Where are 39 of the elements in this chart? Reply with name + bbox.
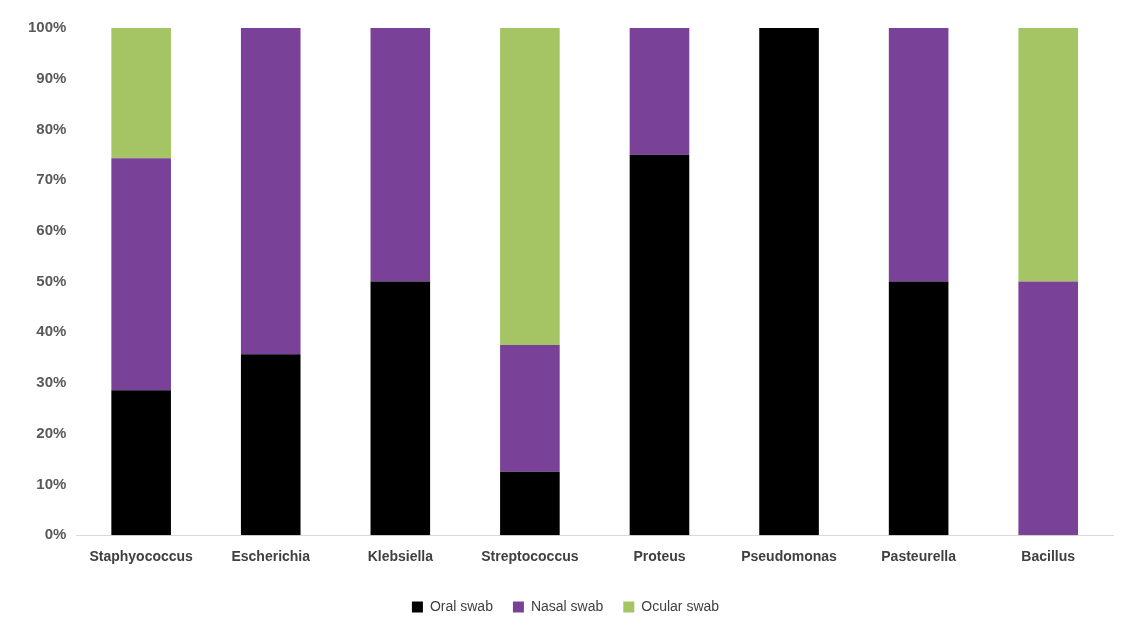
legend-label: Nasal swab	[530, 597, 604, 614]
y-tick-label: 100%	[27, 18, 67, 36]
bar	[629, 154, 690, 536]
bar	[759, 28, 819, 536]
x-tick-label: Staphyococcus	[89, 548, 194, 565]
bar	[888, 28, 949, 282]
y-tick-label: 20%	[36, 423, 67, 441]
bar	[370, 281, 431, 536]
bar	[888, 281, 949, 536]
bar	[240, 354, 301, 536]
y-tick-label: 60%	[36, 221, 67, 239]
bar	[370, 28, 431, 282]
bar	[111, 390, 171, 536]
bar	[240, 28, 301, 355]
legend-label: Oral swab	[429, 597, 494, 614]
y-tick-label: 90%	[36, 68, 67, 86]
y-tick-label: 10%	[36, 474, 67, 492]
x-tick-label: Streptococcus	[481, 548, 579, 565]
bar	[500, 28, 560, 345]
bar	[111, 28, 171, 159]
y-tick-label: 30%	[36, 373, 67, 391]
y-tick-label: 70%	[36, 170, 67, 188]
bar	[1018, 281, 1079, 536]
bar	[111, 158, 171, 391]
x-tick-label: Proteus	[633, 548, 686, 565]
y-tick-label: 50%	[36, 271, 67, 289]
x-tick-label: Klebsiella	[367, 548, 434, 565]
bar	[1018, 28, 1079, 282]
bar	[629, 28, 690, 155]
x-tick-label: Pseudomonas	[741, 548, 838, 565]
x-tick-label: Escherichia	[231, 548, 311, 565]
bar	[500, 471, 560, 536]
y-tick-label: 80%	[36, 119, 67, 137]
x-tick-label: Bacillus	[1021, 548, 1076, 565]
legend-label: Ocular swab	[641, 597, 720, 614]
y-tick-label: 0%	[44, 525, 67, 543]
x-tick-label: Pasteurella	[881, 548, 957, 565]
y-tick-label: 40%	[36, 322, 67, 340]
bar	[500, 345, 560, 472]
